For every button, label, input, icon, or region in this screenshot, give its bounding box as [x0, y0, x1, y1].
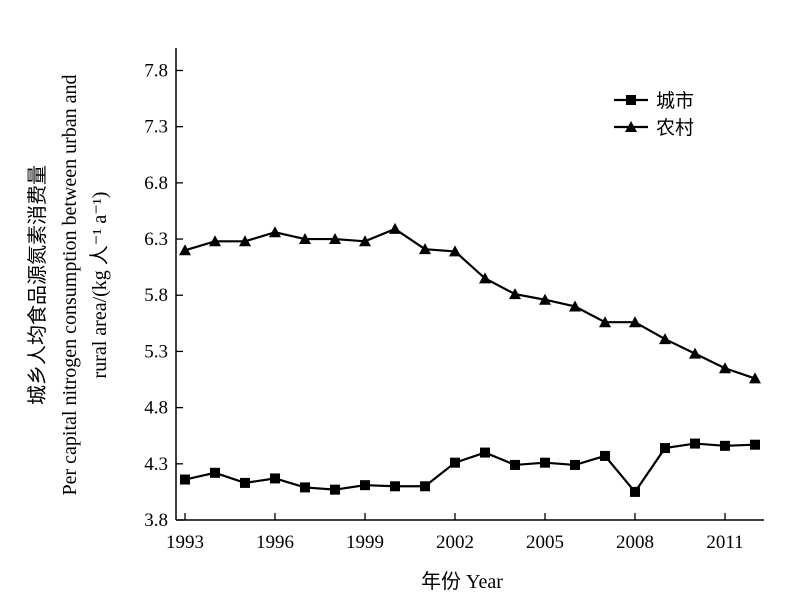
data-point: [420, 481, 430, 492]
data-point: [209, 235, 221, 247]
data-point: [269, 226, 281, 238]
data-point: [569, 300, 581, 312]
series-layer: [179, 222, 761, 497]
y-tick-label: 7.3: [144, 117, 168, 138]
data-point: [749, 372, 761, 384]
data-point: [629, 316, 641, 328]
series-1: [180, 438, 760, 497]
data-point: [179, 244, 191, 256]
x-tick-label: 2005: [526, 532, 564, 553]
legend-entry: 城市: [614, 90, 694, 112]
legend-marker: [626, 95, 636, 105]
y-tick-label: 5.8: [144, 285, 168, 306]
data-point: [329, 233, 341, 245]
y-axis-title: 城乡人均食品源氮素消费量 Per capital nitrogen consump…: [26, 75, 111, 496]
data-point: [509, 288, 521, 300]
data-point: [570, 459, 580, 470]
data-point: [690, 438, 700, 449]
data-point: [270, 473, 280, 484]
y-tick-label: 3.8: [144, 510, 168, 531]
y-axis-title-line: rural area/(kg 人⁻¹ a⁻¹): [88, 192, 111, 379]
y-axis-title-line: Per capital nitrogen consumption between…: [59, 75, 81, 496]
data-point: [299, 233, 311, 245]
legend-label: 农村: [656, 117, 694, 139]
data-point: [600, 450, 610, 461]
y-tick-label: 4.8: [144, 398, 168, 419]
y-axis-title-line: 城乡人均食品源氮素消费量: [26, 165, 49, 405]
data-point: [300, 482, 310, 493]
x-tick-label: 1999: [346, 532, 384, 553]
x-tick-label: 2011: [706, 532, 743, 553]
data-point: [479, 272, 491, 284]
data-point: [450, 457, 460, 468]
axes: 3.8 4.3 4.8 5.3 5.8 6.3 6.8 7.3 7.8 1993 1996 1999 2…: [144, 48, 764, 553]
data-point: [540, 457, 550, 468]
data-point: [330, 484, 340, 495]
data-point: [210, 467, 220, 478]
data-point: [630, 486, 640, 497]
data-point: [510, 459, 520, 470]
data-point: [599, 316, 611, 328]
y-tick-label: 4.3: [144, 454, 168, 475]
data-point: [239, 235, 251, 247]
data-point: [660, 443, 670, 454]
y-tick-label: 6.3: [144, 229, 168, 250]
legend-label: 城市: [656, 90, 694, 112]
series-2: [179, 222, 761, 384]
data-point: [360, 480, 370, 491]
data-point: [390, 481, 400, 492]
y-tick-label: 5.3: [144, 341, 168, 362]
y-tick-label: 7.8: [144, 60, 168, 81]
data-point: [539, 293, 551, 305]
x-axis-title: 年份 Year: [421, 570, 503, 593]
data-point: [719, 362, 731, 374]
data-point: [180, 474, 190, 485]
data-point: [689, 347, 701, 359]
data-point: [240, 477, 250, 488]
x-tick-label: 1996: [256, 532, 294, 553]
x-tick-label: 2008: [616, 532, 654, 553]
legend-marker: [625, 121, 637, 132]
data-point: [359, 235, 371, 247]
data-point: [659, 333, 671, 345]
x-tick-label: 2002: [436, 532, 474, 553]
data-point: [480, 447, 490, 458]
legend-entry: 农村: [614, 117, 694, 139]
series-line: [184, 227, 756, 380]
data-point: [750, 439, 760, 450]
data-point: [720, 440, 730, 451]
data-point: [389, 222, 401, 234]
data-point: [449, 245, 461, 257]
data-point: [419, 243, 431, 255]
y-tick-label: 6.8: [144, 173, 168, 194]
x-tick-label: 1993: [166, 532, 204, 553]
